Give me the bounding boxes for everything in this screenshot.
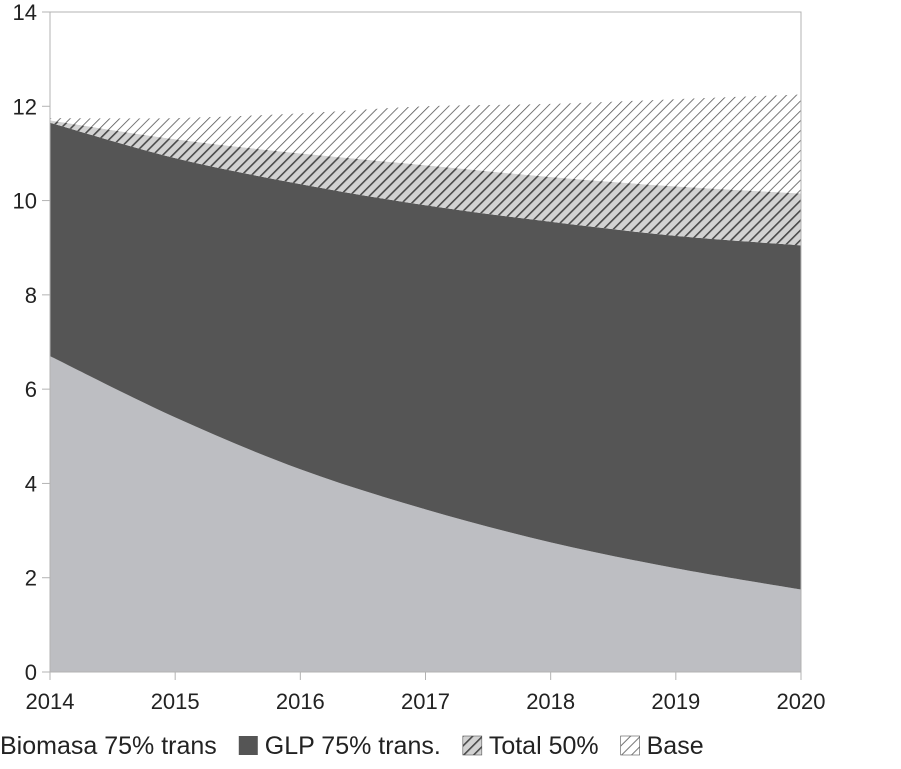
axes: 0 2 4 6 8 10 12 14 2014 2015 2016 2017 2018 2019 2020 xyxy=(13,0,826,714)
plot-area xyxy=(50,12,801,672)
x-tick-label: 2019 xyxy=(651,689,700,714)
x-tick-label: 2016 xyxy=(276,689,325,714)
y-tick-label: 2 xyxy=(25,566,37,591)
area-series-glp-75-trans xyxy=(50,122,801,590)
y-tick-label: 0 xyxy=(25,660,37,685)
legend-label: Biomasa 75% trans xyxy=(0,732,217,760)
area-series-total-50 xyxy=(50,120,801,246)
legend-label: GLP 75% trans. xyxy=(265,732,441,760)
area-series-biomasa-75-trans xyxy=(50,356,801,672)
legend-swatch-base xyxy=(620,735,640,756)
legend-swatch-total-50 xyxy=(462,735,483,756)
x-tick-label: 2015 xyxy=(151,689,200,714)
area-series-base xyxy=(50,94,801,194)
x-tick-label: 2017 xyxy=(401,689,450,714)
y-tick-label: 6 xyxy=(25,377,37,402)
legend-label: Total 50% xyxy=(489,732,599,760)
y-tick-label: 8 xyxy=(25,283,37,308)
y-tick-label: 12 xyxy=(13,94,37,119)
legend-label: Base xyxy=(647,732,704,760)
x-tick-label: 2018 xyxy=(526,689,575,714)
y-tick-label: 10 xyxy=(13,189,37,214)
legend-swatch-glp-75-trans xyxy=(238,736,258,755)
y-tick-label: 4 xyxy=(25,471,37,496)
y-tick-label: 14 xyxy=(13,0,37,25)
legend: Biomasa 75% trans GLP 75% trans. Total 50%… xyxy=(0,732,704,760)
x-tick-label: 2020 xyxy=(777,689,826,714)
x-tick-label: 2014 xyxy=(26,689,75,714)
